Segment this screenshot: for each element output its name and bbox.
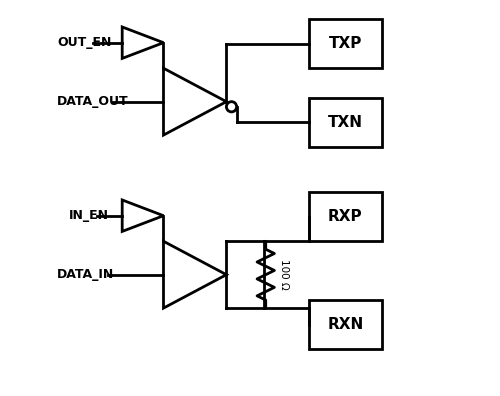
Text: TXN: TXN xyxy=(328,115,363,130)
Text: OUT_EN: OUT_EN xyxy=(58,36,112,49)
Text: RXP: RXP xyxy=(328,209,362,224)
Text: IN_EN: IN_EN xyxy=(69,209,109,222)
Text: DATA_IN: DATA_IN xyxy=(58,268,114,281)
Text: TXP: TXP xyxy=(328,36,362,51)
Text: RXN: RXN xyxy=(327,317,364,332)
Text: DATA_OUT: DATA_OUT xyxy=(58,95,129,108)
Text: 100 Ω: 100 Ω xyxy=(278,259,288,290)
